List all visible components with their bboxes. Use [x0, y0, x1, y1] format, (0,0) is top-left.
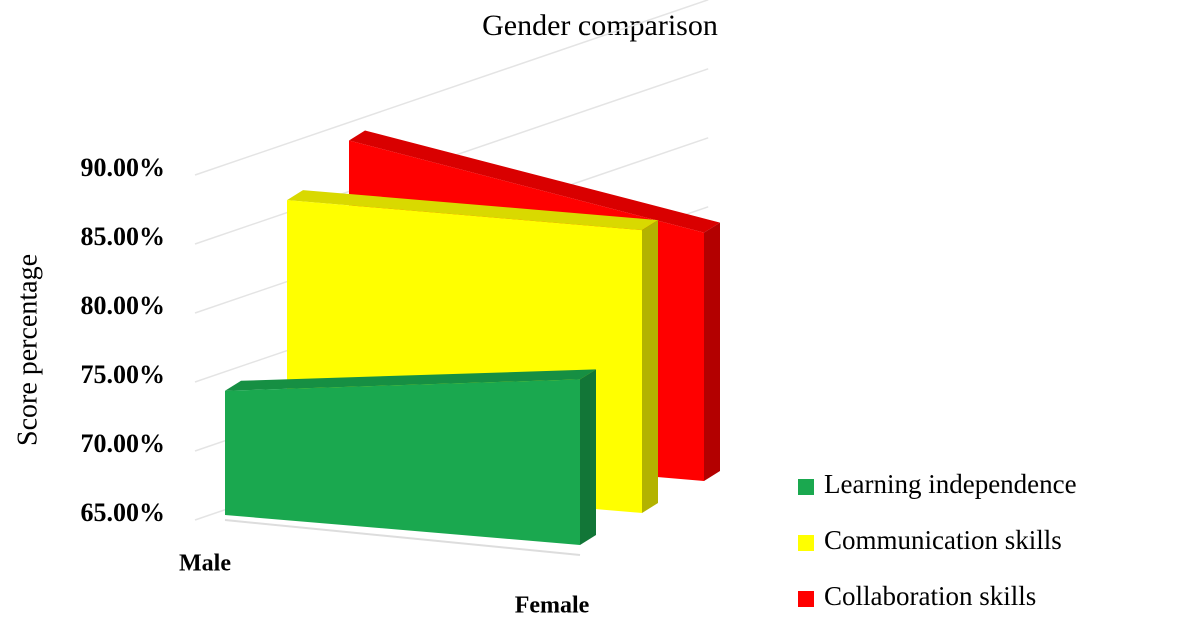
floor-line — [224, 519, 581, 556]
x-tick-label: Male — [179, 551, 231, 577]
y-tick-label: 80.00% — [81, 291, 166, 320]
area — [225, 379, 580, 545]
y-tick-label: 85.00% — [81, 222, 166, 251]
y-tick-label: 90.00% — [81, 153, 166, 182]
area-side — [642, 220, 658, 513]
area-top — [287, 190, 658, 231]
legend-swatch — [798, 479, 814, 495]
area-top — [349, 130, 720, 233]
legend-swatch — [798, 535, 814, 551]
area-side — [580, 369, 596, 545]
y-tick-label: 70.00% — [81, 429, 166, 458]
legend-label: Learning independence — [824, 469, 1077, 499]
y-tick-label: 65.00% — [81, 498, 166, 527]
area-side — [704, 222, 720, 481]
x-tick-label: Female — [515, 593, 590, 619]
legend-label: Communication skills — [824, 525, 1062, 555]
legend-swatch — [798, 591, 814, 607]
y-tick-label: 75.00% — [81, 360, 166, 389]
area-top — [225, 369, 596, 391]
grid-line — [194, 0, 709, 176]
legend-label: Collaboration skills — [824, 581, 1036, 611]
y-axis-label: Score percentage — [12, 254, 43, 446]
